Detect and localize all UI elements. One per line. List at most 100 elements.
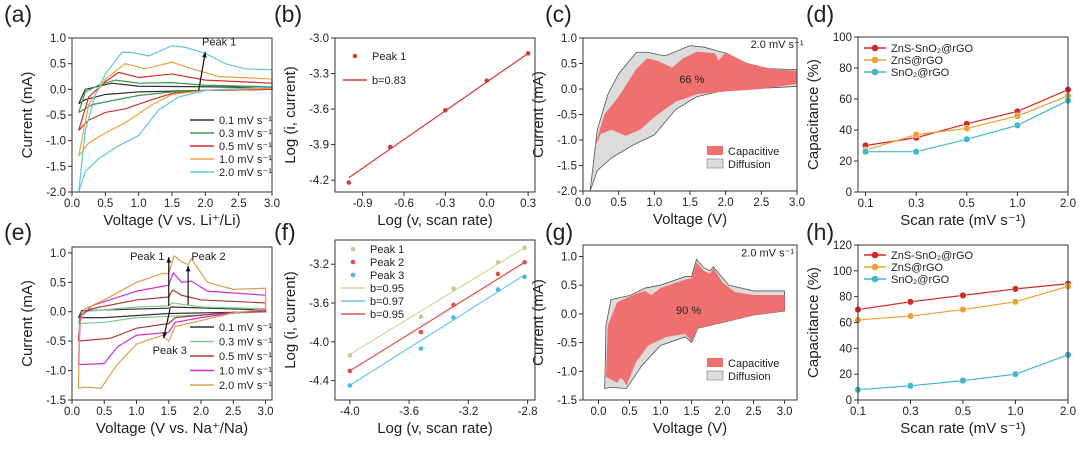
x-tick-label: 2.5 — [746, 406, 762, 418]
legend-marker — [350, 272, 356, 278]
x-tick-label: 1.5 — [682, 197, 698, 209]
y-tick-label: -1.5 — [46, 395, 66, 407]
series-line — [349, 274, 525, 386]
annotation-text: Peak 2 — [191, 251, 225, 263]
x-tick-label: -0.6 — [394, 198, 414, 210]
series-line — [77, 289, 267, 342]
legend-label: ZnS@rGO — [891, 262, 944, 274]
y-axis-title: Current (mA) — [19, 280, 36, 367]
y-tick-label: -3.2 — [309, 259, 329, 271]
x-tick-label: 2.5 — [231, 198, 247, 210]
y-tick-label: 0.0 — [50, 307, 66, 319]
arrowhead-icon — [166, 257, 172, 263]
y-axis-title: Current (mA) — [530, 71, 547, 158]
legend-label: 2.0 mV s⁻¹ — [219, 380, 272, 392]
legend-label: SnO₂@rGO — [891, 274, 950, 286]
x-tick-label: 1.5 — [164, 198, 180, 210]
x-tick-label: 0.5 — [611, 197, 627, 209]
legend: 0.1 mV s⁻¹0.3 mV s⁻¹0.5 mV s⁻¹1.0 mV s⁻¹… — [190, 115, 272, 179]
y-tick-label: -4.0 — [309, 337, 329, 349]
data-point — [522, 260, 527, 265]
y-tick-label: 120 — [833, 240, 852, 252]
x-tick-label: 3.0 — [777, 406, 793, 418]
panel-label: (g) — [545, 219, 573, 245]
x-tick-label: -3.6 — [399, 406, 419, 418]
data-point — [387, 144, 393, 150]
legend-label: 0.3 mV s⁻¹ — [219, 128, 272, 140]
series-line — [349, 261, 525, 372]
x-tick-label: 3.0 — [258, 406, 274, 418]
data-point — [522, 245, 527, 251]
data-point — [862, 148, 870, 156]
legend-label: Capacitive — [728, 146, 779, 158]
y-tick-label: 20 — [839, 156, 852, 168]
data-point — [1011, 370, 1020, 378]
panel-label: (a) — [4, 1, 32, 27]
panel-d: (d) 0.1 0.3 0.5 1.0 2.0 0 20 40 60 80 100 Scan rate … — [805, 1, 1076, 229]
data-point — [1013, 112, 1021, 120]
y-axis-title: Current (mA) — [530, 279, 547, 366]
x-axis-title: Voltage (V) — [653, 211, 727, 228]
data-point — [347, 368, 353, 374]
legend-label: 1.0 mV s⁻¹ — [219, 366, 272, 378]
y-tick-label: 1.0 — [561, 251, 577, 263]
annotation-text: Peak 3 — [153, 345, 187, 357]
legend-label: 0.5 mV s⁻¹ — [219, 351, 272, 363]
legend-marker — [871, 56, 879, 64]
legend-marker — [871, 68, 879, 76]
legend-marker — [350, 259, 356, 265]
legend-label: SnO₂@rGO — [891, 67, 950, 79]
x-tick-label: 1.0 — [1009, 198, 1025, 210]
y-tick-label: -2.0 — [557, 186, 577, 198]
y-tick-label: -3.9 — [309, 140, 329, 152]
y-axis-title: Capacitance (%) — [805, 267, 822, 378]
x-tick-label: 0.5 — [96, 406, 112, 418]
y-tick-label: -4.4 — [309, 376, 329, 388]
x-tick-label: 0.1 — [858, 198, 874, 210]
annotation-arrow — [198, 51, 206, 91]
x-tick-label: 2.0 — [193, 406, 209, 418]
x-tick-label: 2.5 — [225, 406, 241, 418]
y-tick-label: -1.5 — [557, 395, 577, 407]
panel-label: (d) — [806, 1, 834, 27]
legend-label: Diffusion — [728, 159, 771, 171]
x-tick-label: 0.0 — [64, 198, 80, 210]
series-line — [77, 254, 267, 389]
legend-swatch — [707, 358, 723, 367]
legend-label: 2.0 mV s⁻¹ — [219, 167, 272, 179]
y-tick-label: 0.5 — [561, 59, 577, 71]
y-tick-label: 1.0 — [561, 33, 577, 45]
y-tick-label: -3.6 — [309, 298, 329, 310]
legend-label: Diffusion — [728, 371, 771, 383]
y-tick-label: 0.0 — [50, 84, 66, 96]
y-tick-label: 0.0 — [561, 309, 577, 321]
y-tick-label: 100 — [833, 266, 852, 278]
series-line — [77, 302, 267, 325]
y-tick-label: 60 — [839, 318, 852, 330]
x-tick-label: 0.3 — [520, 198, 536, 210]
series-line — [78, 45, 273, 193]
legend-swatch — [706, 158, 724, 169]
series-line — [78, 79, 273, 113]
x-tick-label: -0.3 — [435, 198, 455, 210]
legend-label: 0.3 mV s⁻¹ — [219, 337, 272, 349]
legend-label: b=0.83 — [372, 75, 406, 87]
y-tick-label: 20 — [839, 369, 852, 381]
x-tick-label: 0.0 — [591, 406, 607, 418]
data-point — [346, 180, 352, 185]
x-tick-label: 3.0 — [789, 197, 805, 209]
legend-marker — [871, 275, 879, 283]
panel-e: (e) 0.0 0.5 1.0 1.5 2.0 2.5 3.0 -1.5 -1.0 -0.5 0.0 0… — [4, 219, 274, 437]
y-tick-label: -1.0 — [46, 366, 66, 378]
y-tick-label: 80 — [839, 63, 852, 75]
legend-marker — [871, 263, 879, 271]
arrowhead-icon — [185, 265, 191, 272]
legend-label: Peak 1 — [370, 244, 404, 256]
panel-label: (c) — [545, 1, 572, 27]
panel-label: (e) — [4, 219, 32, 245]
